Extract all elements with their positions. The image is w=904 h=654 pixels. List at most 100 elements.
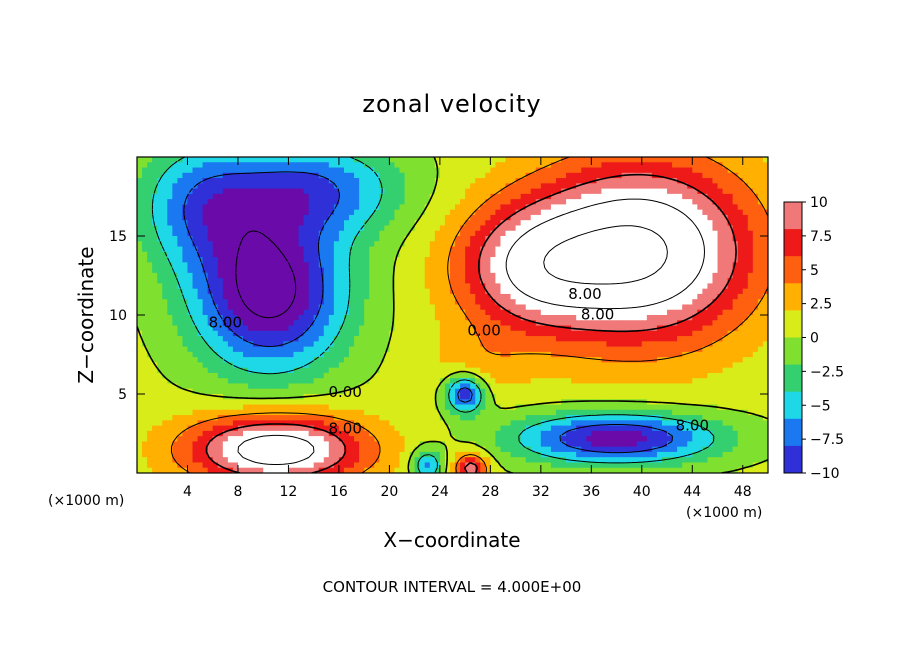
field-cell (177, 283, 184, 290)
field-cell (147, 267, 153, 274)
field-cell (586, 251, 592, 258)
field-cell (308, 315, 315, 321)
field-cell (656, 236, 663, 242)
field-cell (626, 362, 633, 369)
field-cell (268, 351, 274, 358)
field-cell (661, 199, 668, 205)
field-cell (555, 172, 562, 179)
field-cell (545, 278, 552, 284)
field-cell (369, 346, 375, 353)
field-cell (227, 241, 234, 248)
field-cell (137, 193, 143, 200)
field-cell (197, 172, 204, 179)
field-cell (258, 246, 264, 253)
field-cell (727, 162, 734, 169)
field-cell (268, 209, 274, 216)
field-cell (232, 293, 239, 300)
field-cell (682, 251, 688, 258)
field-cell (354, 257, 360, 263)
field-cell (359, 183, 365, 190)
field-cell (364, 230, 370, 237)
field-cell (747, 283, 754, 290)
field-cell (515, 351, 522, 358)
field-cell (747, 304, 754, 311)
field-cell (752, 283, 759, 290)
field-cell (202, 199, 209, 205)
field-cell (576, 336, 582, 342)
field-cell (646, 230, 653, 237)
field-cell (545, 288, 552, 295)
field-cell (626, 214, 633, 221)
field-cell (631, 267, 638, 274)
field-cell (318, 251, 325, 258)
field-cell (672, 330, 678, 337)
field-cell (293, 251, 300, 258)
field-cell (243, 330, 249, 337)
field-cell (258, 320, 264, 327)
field-cell (318, 167, 325, 174)
field-cell (460, 346, 466, 353)
field-cell (692, 341, 698, 348)
field-cell (278, 336, 284, 342)
field-cell (747, 220, 754, 227)
field-cell (566, 183, 572, 190)
field-cell (182, 272, 189, 279)
field-cell (500, 341, 507, 348)
field-cell (192, 230, 199, 237)
field-cell (349, 325, 355, 332)
field-cell (520, 362, 527, 369)
field-cell (354, 162, 360, 169)
field-cell (510, 167, 517, 174)
field-cell (359, 293, 365, 300)
field-cell (606, 325, 613, 332)
field-cell (409, 351, 416, 358)
field-cell (762, 178, 768, 184)
field-cell (646, 293, 653, 300)
field-cell (465, 172, 471, 179)
field-cell (263, 220, 269, 227)
field-cell (349, 357, 355, 363)
field-cell (500, 278, 507, 284)
field-cell (278, 236, 284, 242)
field-cell (409, 204, 416, 211)
field-cell (636, 204, 643, 211)
field-cell (672, 188, 678, 195)
field-cell (475, 199, 481, 205)
field-cell (409, 320, 416, 327)
field-cell (394, 178, 401, 184)
field-cell (606, 225, 613, 232)
field-cell (530, 172, 537, 179)
field-cell (369, 230, 375, 237)
field-cell (212, 220, 219, 227)
field-cell (626, 272, 633, 279)
field-cell (172, 293, 178, 300)
field-cell (308, 162, 315, 169)
field-cell (500, 246, 507, 253)
field-cell (596, 230, 603, 237)
field-cell (222, 278, 229, 284)
field-cell (762, 267, 768, 274)
field-cell (313, 199, 320, 205)
field-cell (152, 351, 158, 358)
field-cell (268, 346, 274, 353)
field-cell (212, 262, 219, 269)
field-cell (460, 278, 466, 284)
field-cell (702, 214, 709, 221)
field-cell (591, 199, 597, 205)
field-cell (237, 167, 244, 174)
field-cell (611, 336, 618, 342)
field-cell (298, 162, 305, 169)
field-cell (333, 351, 340, 358)
field-cell (571, 346, 577, 353)
field-cell (576, 188, 582, 195)
field-cell (253, 230, 259, 237)
field-cell (545, 214, 552, 221)
field-cell (389, 304, 396, 311)
field-cell (222, 315, 229, 321)
field-cell (510, 346, 517, 353)
field-cell (248, 214, 254, 221)
field-cell (455, 172, 461, 179)
field-cell (444, 162, 451, 169)
field-cell (737, 167, 744, 174)
field-cell (313, 225, 320, 232)
